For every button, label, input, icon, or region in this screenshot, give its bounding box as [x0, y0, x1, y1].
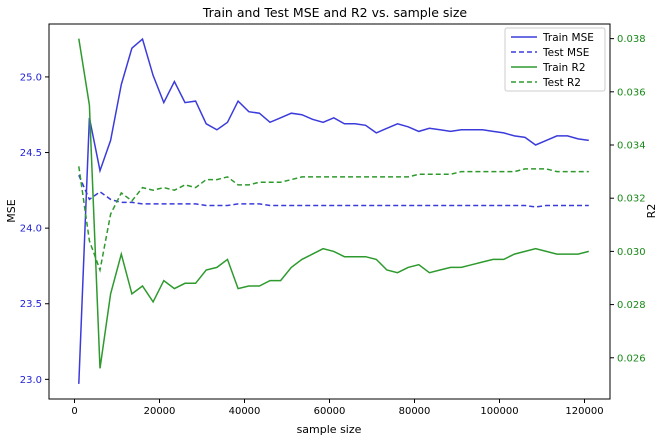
legend: Train MSE Test MSE Train R2 Test R2 — [504, 27, 606, 92]
legend-label: Train MSE — [542, 32, 594, 44]
y-right-tick-label: 0.030 — [617, 247, 646, 258]
x-axis-label: sample size — [297, 423, 362, 436]
x-tick-label: 120000 — [565, 406, 603, 417]
series-line-test-mse — [78, 174, 589, 208]
y-left-tick-label: 25.0 — [20, 72, 42, 83]
y-right-tick-label: 0.034 — [617, 141, 646, 152]
chart-title: Train and Test MSE and R2 vs. sample siz… — [202, 5, 468, 20]
legend-label: Test MSE — [542, 47, 589, 59]
x-tick-label: 20000 — [144, 406, 176, 417]
series-line-train-r2 — [78, 38, 589, 369]
y-left-axis-ticks: 23.0 23.5 24.0 24.5 25.0 — [20, 72, 49, 386]
x-tick-label: 60000 — [314, 406, 346, 417]
legend-label: Test R2 — [542, 77, 581, 89]
x-axis-ticks: 0 20000 40000 60000 80000 100000 120000 — [71, 399, 604, 417]
y-right-tick-label: 0.026 — [617, 353, 646, 364]
y-left-tick-label: 23.0 — [20, 375, 42, 386]
series-line-test-r2 — [78, 166, 589, 273]
y-right-axis-label: R2 — [645, 204, 658, 219]
y-left-tick-label: 23.5 — [20, 299, 42, 310]
x-tick-label: 0 — [71, 406, 77, 417]
series-layer — [78, 37, 589, 384]
y-left-tick-label: 24.0 — [20, 224, 42, 235]
y-right-tick-label: 0.038 — [617, 34, 646, 45]
series-line-train-mse — [78, 37, 589, 384]
legend-box — [504, 27, 606, 92]
x-tick-label: 40000 — [229, 406, 261, 417]
y-left-tick-label: 24.5 — [20, 148, 42, 159]
x-tick-label: 100000 — [480, 406, 518, 417]
y-right-tick-label: 0.028 — [617, 300, 646, 311]
y-right-tick-label: 0.032 — [617, 194, 646, 205]
y-right-tick-label: 0.036 — [617, 87, 646, 98]
legend-label: Train R2 — [542, 62, 586, 74]
y-left-axis-label: MSE — [5, 199, 18, 222]
y-right-axis-ticks: 0.026 0.028 0.030 0.032 0.034 0.036 0.038 — [610, 34, 646, 364]
x-tick-label: 80000 — [399, 406, 431, 417]
